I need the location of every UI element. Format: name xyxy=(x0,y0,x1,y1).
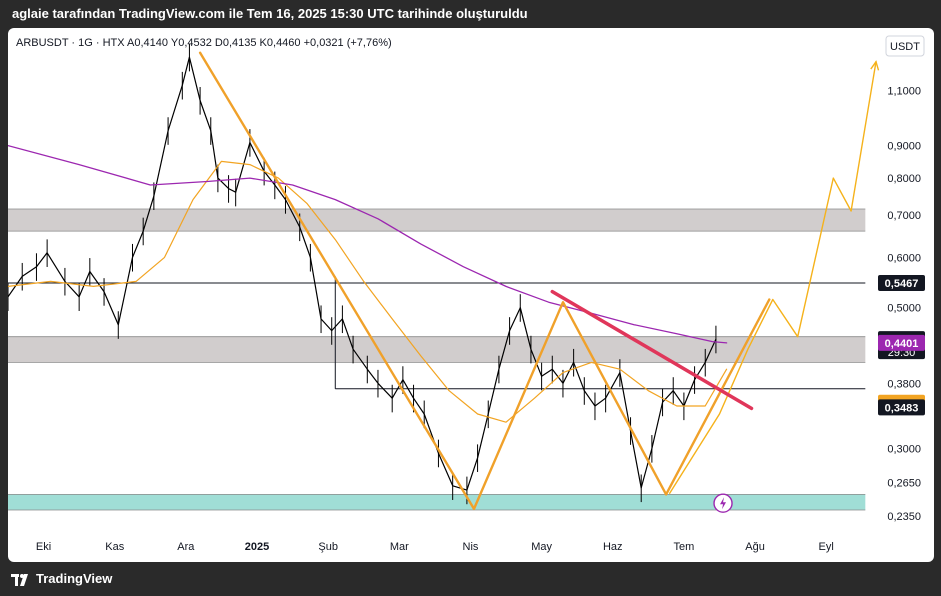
flash-icon-bolt xyxy=(720,497,727,510)
time-tick-label: Ağu xyxy=(745,541,765,553)
price-label: 0,5467 xyxy=(885,278,919,290)
price-label-box xyxy=(878,275,925,292)
reference-lines-layer xyxy=(8,276,866,390)
pattern-line xyxy=(198,51,771,511)
price-tick-label: 0,2650 xyxy=(887,478,921,490)
price-tick-label: 1,1000 xyxy=(887,85,921,97)
price-tick-label: 0,3800 xyxy=(887,378,921,390)
price-tick-label: 0,5000 xyxy=(887,303,921,315)
time-tick-label: Kas xyxy=(105,541,124,553)
currency-button-bg[interactable] xyxy=(885,35,925,57)
price-tick-label: 0,7000 xyxy=(887,210,921,222)
price-label-box xyxy=(878,399,925,416)
price-chart[interactable]: 1,1000 0,9000 0,8000 0,7000 0,6000 0,5000 0,38… xyxy=(8,28,934,562)
time-tick-label: Haz xyxy=(603,541,623,553)
zone-2 xyxy=(8,494,866,511)
price-tick-label: 0,3000 xyxy=(887,443,921,455)
time-tick-label: Ara xyxy=(177,541,195,553)
price-label: 0,4401 xyxy=(885,338,919,350)
footer-bar: TradingView xyxy=(0,562,941,596)
projection-arrowhead xyxy=(870,60,880,71)
extras-layer xyxy=(713,493,733,513)
header-bar: aglaie tarafından TradingView.com ile Te… xyxy=(0,0,941,28)
price-tick-label: 0,8000 xyxy=(887,173,921,185)
chart-frame[interactable]: 1,1000 0,9000 0,8000 0,7000 0,6000 0,5000 0,38… xyxy=(8,28,934,562)
price-tick-label: 0,2350 xyxy=(887,511,921,523)
price-tick-label: 0,9000 xyxy=(887,141,921,153)
projection-line xyxy=(669,61,877,494)
price-tick-label: 0,6000 xyxy=(887,252,921,264)
time-tick-label: Tem xyxy=(674,541,695,553)
time-tick-label: May xyxy=(531,541,552,553)
time-axis[interactable]: Eki Kas Ara 2025 Şub Mar Nis May Haz Tem Ağu Eyl xyxy=(36,541,834,553)
price-axis[interactable]: 1,1000 0,9000 0,8000 0,7000 0,6000 0,5000 0,38… xyxy=(887,85,921,523)
zone-0 xyxy=(8,209,866,232)
series-layer xyxy=(8,43,880,511)
trendline xyxy=(550,289,754,411)
ma-fast-line xyxy=(8,160,728,423)
price-label-box xyxy=(878,334,925,351)
time-tick-label: Mar xyxy=(390,541,409,553)
zone-1 xyxy=(8,336,866,363)
time-tick-label: 2025 xyxy=(245,541,269,553)
time-tick-label: Eyl xyxy=(819,541,834,553)
time-tick-label: Nis xyxy=(463,541,479,553)
tradingview-logo-icon xyxy=(11,574,28,586)
price-label: 0,3483 xyxy=(885,402,919,414)
ma-slow-line xyxy=(8,144,728,344)
symbol-info: ARBUSDT · 1G · HTX A0,4140 Y0,4532 D0,41… xyxy=(16,37,392,49)
footer-brand: TradingView xyxy=(36,571,113,586)
price-line xyxy=(8,56,717,491)
time-tick-label: Şub xyxy=(318,541,338,553)
time-tick-label: Eki xyxy=(36,541,51,553)
currency-button[interactable]: USDT xyxy=(890,41,920,53)
page-title: aglaie tarafından TradingView.com ile Te… xyxy=(12,6,528,21)
